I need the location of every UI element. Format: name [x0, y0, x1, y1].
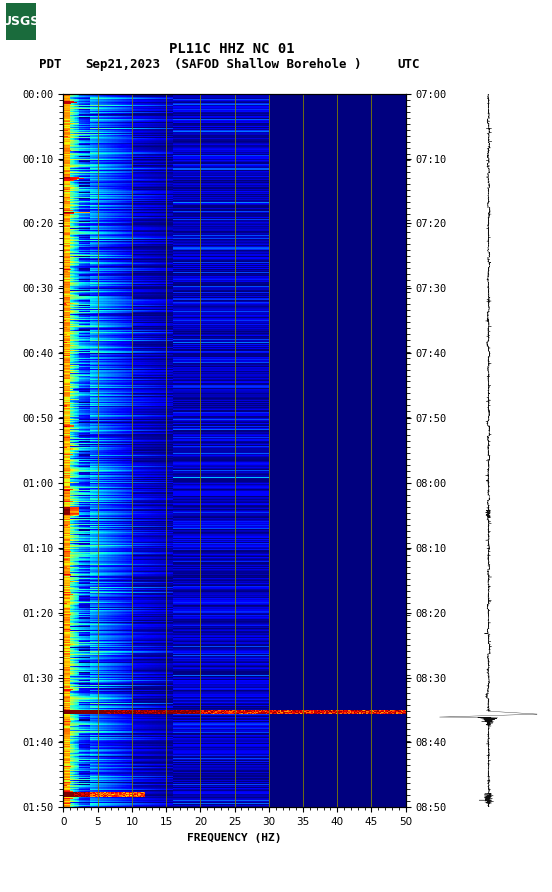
X-axis label: FREQUENCY (HZ): FREQUENCY (HZ): [187, 832, 282, 843]
Text: Sep21,2023: Sep21,2023: [86, 58, 161, 70]
Text: (SAFOD Shallow Borehole ): (SAFOD Shallow Borehole ): [174, 58, 362, 70]
Text: UTC: UTC: [397, 58, 420, 70]
Text: PDT: PDT: [39, 58, 61, 70]
FancyBboxPatch shape: [6, 3, 36, 40]
Text: USGS: USGS: [2, 15, 40, 28]
Text: PL11C HHZ NC 01: PL11C HHZ NC 01: [169, 42, 295, 56]
